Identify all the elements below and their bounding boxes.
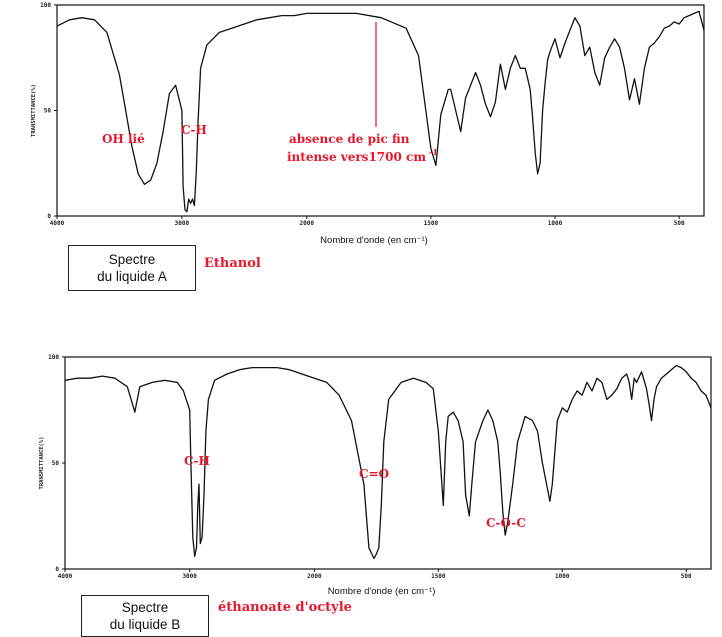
spectrum-b-annotation-ch: C-H (184, 454, 210, 468)
spectrum-b-y-axis-label: TRANSMITTANCE(%) (39, 437, 45, 490)
spectrum-b-x-tick-label: 3000 (182, 573, 197, 580)
spectrum-a-label-box: Spectre du liquide A (68, 245, 196, 291)
spectrum-a-x-tick-label: 2000 (300, 220, 315, 227)
spectrum-b-x-tick-label: 1000 (555, 573, 570, 580)
spectrum-a-annotation-ch: C-H (181, 123, 207, 137)
spectrum-b-frame (64, 356, 712, 570)
spectrum-a-x-tick-label: 500 (674, 220, 685, 227)
spectrum-b-x-tick-label: 2000 (307, 573, 322, 580)
spectrum-a-x-tick-label: 1500 (424, 220, 439, 227)
spectrum-b-y-tick-label: 50 (52, 460, 60, 467)
spectrum-a-x-axis-label: Nombre d'onde (en cm⁻¹) (320, 235, 428, 246)
spectrum-a-x-tick-label: 3000 (175, 220, 190, 227)
spectrum-b-y-tick-label: 100 (48, 354, 59, 361)
spectrum-b-label-box: Spectre du liquide B (81, 595, 209, 637)
spectrum-a-y-tick-label: 0 (47, 213, 51, 220)
spectrum-b-y-tick-label: 0 (55, 566, 59, 573)
spectrum-a-x-tick-label: 1000 (548, 220, 563, 227)
spectrum-a-annotation-absence-line1: absence de pic fin (289, 132, 410, 146)
spectrum-a-y-axis-label: TRANSMITTANCE(%) (31, 84, 37, 137)
spectrum-a-y-tick-label: 50 (44, 108, 52, 115)
spectrum-b-x-tick-label: 4000 (58, 573, 73, 580)
spectrum-a-annotation-oh: OH lié (102, 132, 145, 146)
spectrum-b-box-line1: Spectre (121, 600, 169, 615)
spectrum-b-x-tick-label: 500 (681, 573, 692, 580)
spectrum-a-frame (56, 4, 705, 217)
spectrum-b-annotation-coc: C-O-C (486, 516, 526, 530)
spectrum-b-x-tick-label: 1500 (431, 573, 446, 580)
spectrum-a-annotation-absence-line2: intense vers1700 cm (287, 150, 426, 164)
spectrum-b-box-line2: du liquide B (109, 617, 181, 632)
spectrum-b-x-axis-label: Nombre d'onde (en cm⁻¹) (328, 586, 436, 597)
spectrum-a-box-line1: Spectre (108, 252, 156, 267)
spectrum-a-y-tick-label: 100 (40, 2, 51, 9)
spectrum-a-compound-name: Ethanol (204, 256, 261, 271)
spectrum-a-annotation-absence-superscript: -1 (429, 147, 438, 157)
spectrum-a-transmittance-curve (56, 10, 705, 213)
spectrum-a-box-line2: du liquide A (97, 269, 167, 284)
spectrum-b-compound-name: éthanoate d'octyle (218, 600, 352, 615)
spectrum-a-x-tick-label: 4000 (50, 220, 65, 227)
spectrum-b-annotation-co: C=O (359, 467, 389, 481)
spectrum-b-transmittance-curve (64, 364, 712, 560)
